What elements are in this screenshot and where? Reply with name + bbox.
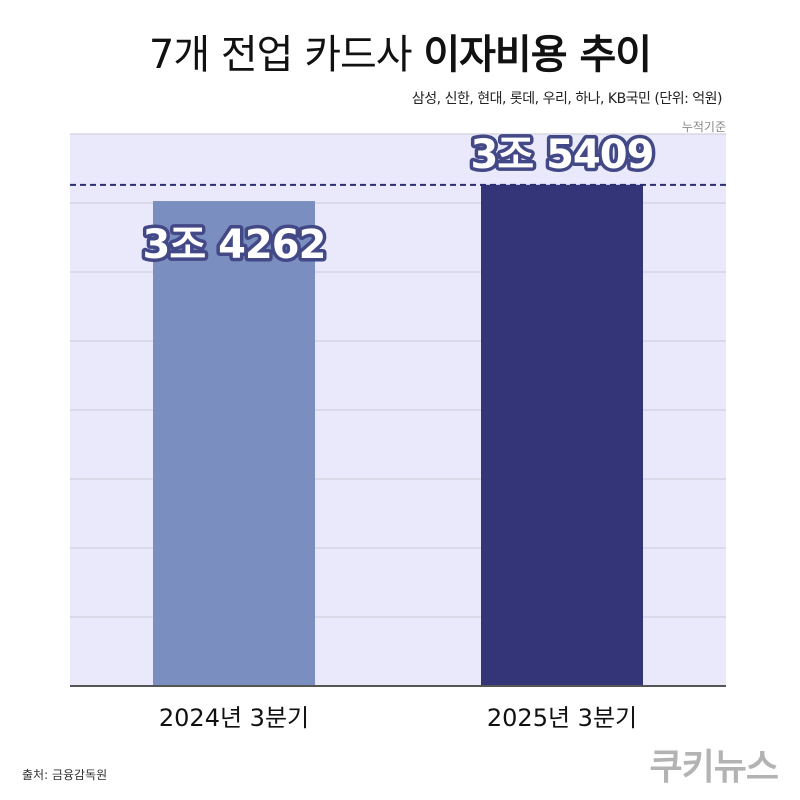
data-label: 3조 5409 <box>471 132 654 178</box>
title-bold: 이자비용 추이 <box>423 32 652 78</box>
basis-note: 누적기준 <box>681 120 726 134</box>
data-label: 3조 4262 <box>143 222 326 268</box>
chart-subtitle: 삼성, 신한, 현대, 롯데, 우리, 하나, KB국민 (단위: 억원) <box>411 91 723 107</box>
x-tick-label: 2025년 3분기 <box>487 704 637 732</box>
chart-title: 7개 전업 카드사 이자비용 추이 <box>0 22 800 80</box>
source-note: 출처: 금융감독원 <box>22 768 108 782</box>
title-light: 7개 전업 카드사 <box>148 32 413 78</box>
bar-1 <box>153 201 315 687</box>
publisher-logo: 쿠키뉴스 <box>649 747 779 788</box>
bar-2 <box>481 184 643 686</box>
x-tick-label: 2024년 3분기 <box>159 704 309 732</box>
